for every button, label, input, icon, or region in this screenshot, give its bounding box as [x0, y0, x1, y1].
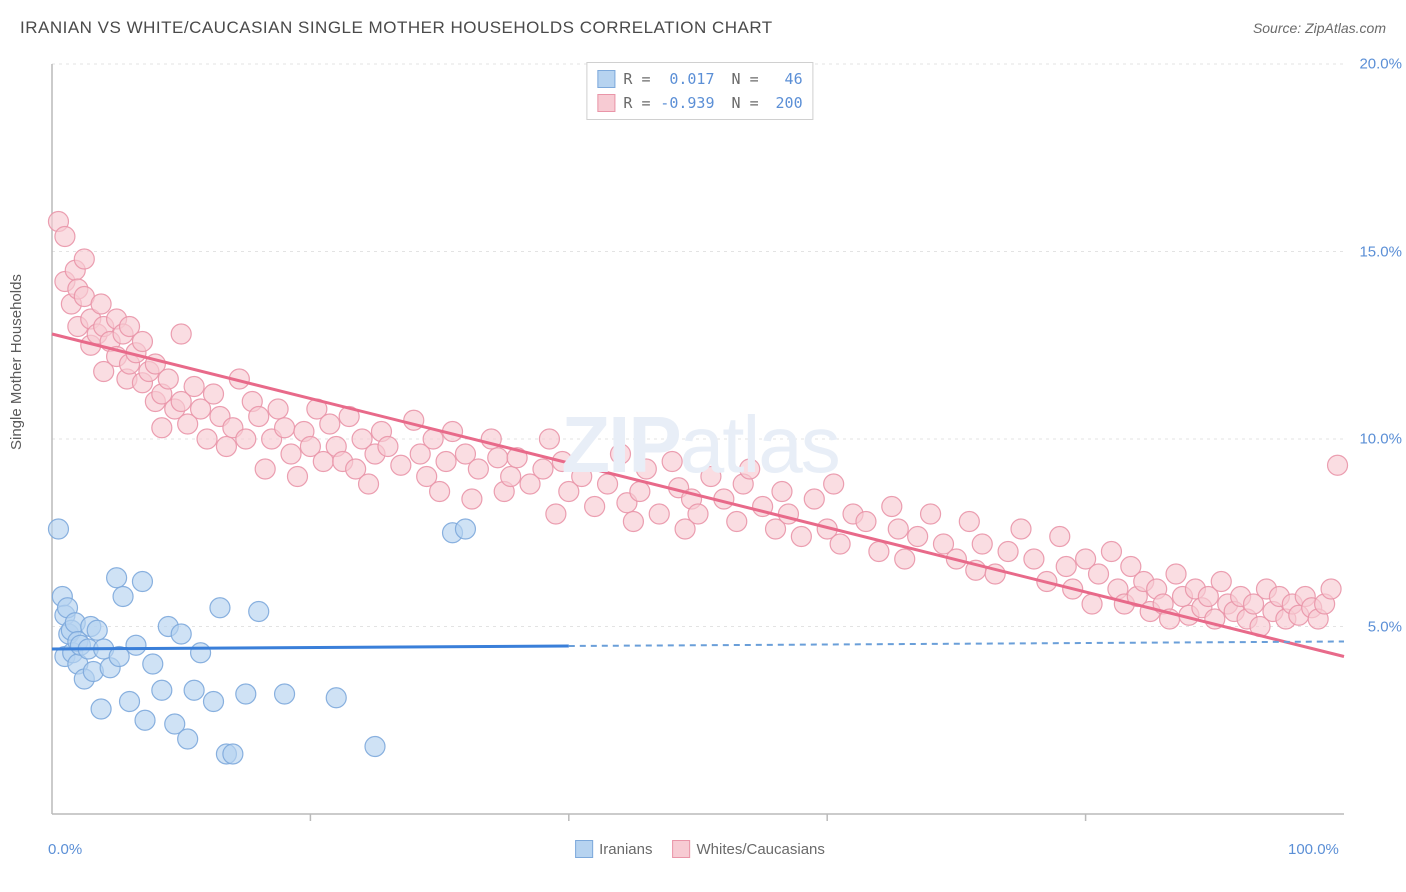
y-tick-label: 20.0%: [1359, 56, 1402, 73]
legend-item-whites: Whites/Caucasians: [672, 840, 824, 858]
legend-row-iranians: R = 0.017 N = 46: [597, 67, 802, 91]
y-tick-label: 15.0%: [1359, 243, 1402, 260]
legend-n-whites: 200: [767, 91, 803, 115]
legend-label-iranians: Iranians: [599, 841, 652, 858]
x-tick-label: 0.0%: [48, 841, 82, 858]
swatch-whites: [597, 94, 615, 112]
y-tick-label: 10.0%: [1359, 431, 1402, 448]
swatch-whites-bottom: [672, 840, 690, 858]
legend-row-whites: R = -0.939 N = 200: [597, 91, 802, 115]
chart-svg: [50, 60, 1350, 830]
legend-n-label: N =: [722, 67, 758, 91]
swatch-iranians-bottom: [575, 840, 593, 858]
y-axis-label: Single Mother Households: [8, 274, 25, 450]
x-tick-label: 100.0%: [1288, 841, 1339, 858]
legend-n-label2: N =: [722, 91, 758, 115]
y-tick-label: 5.0%: [1368, 618, 1402, 635]
chart-source: Source: ZipAtlas.com: [1253, 20, 1386, 36]
legend-label-whites: Whites/Caucasians: [696, 841, 824, 858]
swatch-iranians: [597, 70, 615, 88]
chart-title: IRANIAN VS WHITE/CAUCASIAN SINGLE MOTHER…: [20, 18, 773, 38]
legend-r-iranians: 0.017: [658, 67, 714, 91]
legend-r-label: R =: [623, 67, 650, 91]
legend-item-iranians: Iranians: [575, 840, 652, 858]
legend-n-iranians: 46: [767, 67, 803, 91]
legend-r-whites: -0.939: [658, 91, 714, 115]
plot-area: ZIPatlas R = 0.017 N = 46 R = -0.939 N =…: [50, 60, 1350, 830]
legend-r-label2: R =: [623, 91, 650, 115]
chart-header: IRANIAN VS WHITE/CAUCASIAN SINGLE MOTHER…: [20, 18, 1386, 38]
legend-correlation: R = 0.017 N = 46 R = -0.939 N = 200: [586, 62, 813, 120]
legend-series: Iranians Whites/Caucasians: [575, 840, 825, 858]
